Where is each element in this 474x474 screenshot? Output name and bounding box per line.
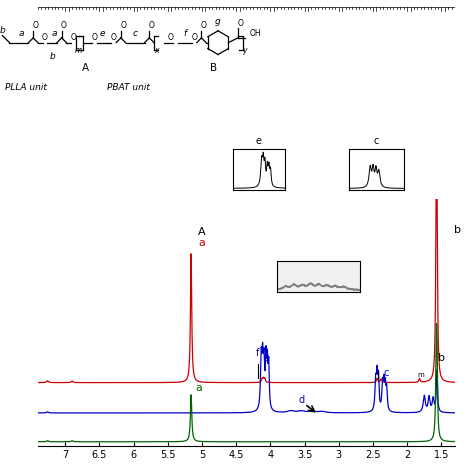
Text: e: e	[264, 353, 270, 363]
Text: B: B	[210, 63, 217, 73]
Text: x: x	[154, 46, 159, 55]
Text: m: m	[418, 372, 424, 378]
Text: c: c	[384, 368, 389, 378]
Text: O: O	[33, 21, 38, 30]
Text: e: e	[99, 28, 105, 37]
Text: OH: OH	[250, 28, 261, 37]
Text: O: O	[191, 33, 197, 42]
Text: b: b	[0, 26, 5, 35]
Text: m: m	[75, 46, 82, 55]
Text: d: d	[298, 395, 304, 405]
Text: b: b	[454, 225, 461, 235]
Text: a: a	[198, 238, 205, 248]
Text: a: a	[52, 28, 57, 37]
Text: O: O	[42, 33, 48, 42]
Text: y: y	[242, 46, 246, 55]
Text: O: O	[168, 33, 173, 42]
Text: c: c	[374, 136, 379, 146]
Text: O: O	[120, 21, 126, 30]
Text: b: b	[438, 353, 445, 363]
Text: O: O	[92, 33, 98, 42]
Text: O: O	[149, 21, 155, 30]
Text: A: A	[82, 63, 89, 73]
Text: A: A	[198, 227, 206, 237]
Text: a: a	[18, 28, 24, 37]
Text: b: b	[49, 52, 55, 61]
Text: O: O	[61, 21, 67, 30]
Text: c: c	[133, 28, 137, 37]
Text: O: O	[201, 21, 207, 30]
Text: PBAT unit: PBAT unit	[107, 83, 149, 92]
Text: O: O	[71, 33, 76, 42]
Text: O: O	[111, 33, 117, 42]
Text: e: e	[256, 136, 262, 146]
Text: f: f	[256, 348, 259, 358]
Text: a: a	[195, 383, 202, 393]
Text: PLLA unit: PLLA unit	[5, 83, 46, 92]
Text: O: O	[237, 19, 243, 28]
Text: g: g	[215, 17, 221, 26]
Text: f: f	[183, 28, 186, 37]
